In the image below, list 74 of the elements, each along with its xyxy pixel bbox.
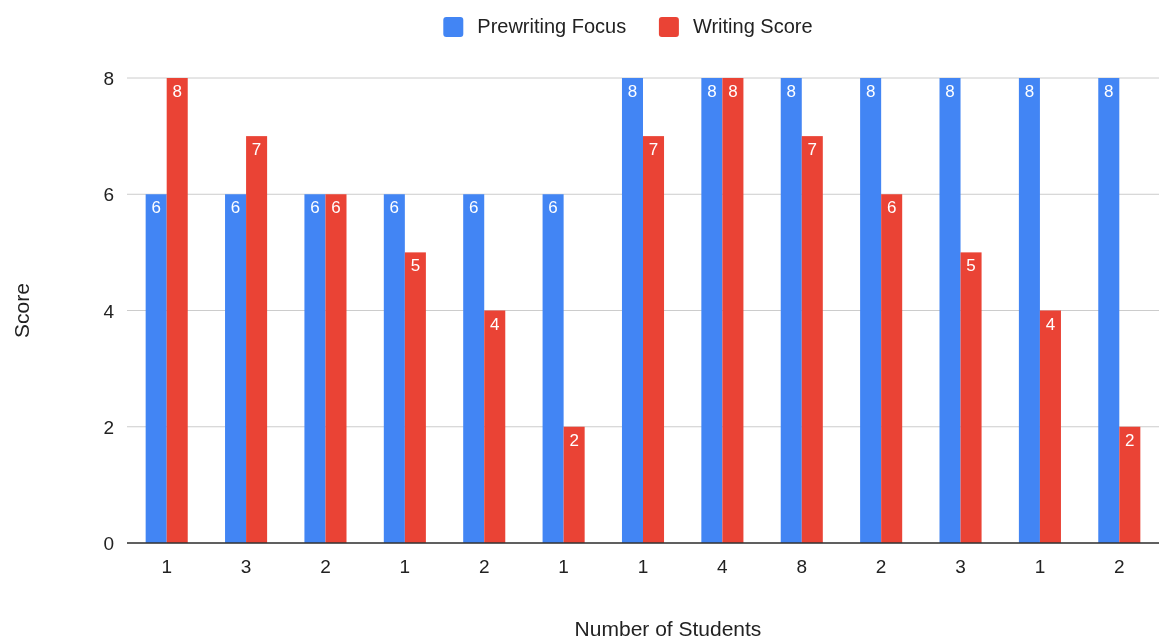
bar bbox=[246, 136, 268, 543]
bar bbox=[304, 194, 326, 543]
data-label: 8 bbox=[1104, 82, 1114, 101]
bar bbox=[1018, 78, 1040, 543]
bar bbox=[484, 310, 506, 543]
x-tick-label: 4 bbox=[717, 556, 729, 577]
bar bbox=[860, 78, 882, 543]
bar bbox=[145, 194, 167, 543]
x-tick-label: 8 bbox=[796, 556, 808, 577]
bar bbox=[1039, 310, 1061, 543]
y-axis-title: Score bbox=[10, 283, 33, 338]
data-label: 2 bbox=[569, 430, 579, 450]
y-tick-label: 4 bbox=[103, 300, 115, 322]
data-label: 6 bbox=[230, 198, 241, 218]
x-tick-label: 1 bbox=[399, 556, 411, 577]
data-label: 8 bbox=[1024, 82, 1035, 101]
data-label: 6 bbox=[310, 198, 320, 218]
x-tick-label: 2 bbox=[1114, 556, 1125, 577]
x-tick-label: 3 bbox=[240, 556, 252, 577]
data-label: 5 bbox=[410, 256, 421, 276]
bar bbox=[325, 194, 347, 543]
bar bbox=[960, 252, 982, 543]
bar bbox=[621, 78, 643, 543]
data-label: 6 bbox=[886, 198, 897, 218]
bar bbox=[383, 194, 405, 543]
bar bbox=[404, 252, 426, 543]
data-label: 2 bbox=[1125, 430, 1135, 450]
data-label: 6 bbox=[548, 198, 558, 218]
bar bbox=[1119, 426, 1141, 543]
x-tick-label: 3 bbox=[955, 556, 966, 577]
data-label: 6 bbox=[151, 198, 161, 218]
bar bbox=[701, 78, 723, 543]
bar bbox=[881, 194, 903, 543]
y-tick-label: 2 bbox=[103, 416, 114, 438]
bar bbox=[939, 78, 961, 543]
data-label: 8 bbox=[865, 82, 876, 101]
bar bbox=[643, 136, 665, 543]
bar bbox=[722, 78, 744, 543]
data-label: 7 bbox=[251, 140, 262, 160]
x-tick-label: 1 bbox=[161, 556, 172, 577]
legend-label: Writing Score bbox=[692, 15, 813, 37]
data-label: 4 bbox=[490, 314, 500, 334]
data-label: 8 bbox=[707, 82, 717, 101]
data-label: 8 bbox=[728, 82, 738, 101]
data-label: 8 bbox=[945, 82, 955, 101]
data-label: 7 bbox=[807, 140, 818, 160]
y-tick-label: 6 bbox=[103, 184, 114, 206]
x-tick-label: 1 bbox=[558, 556, 569, 577]
data-label: 6 bbox=[389, 198, 400, 218]
bar bbox=[463, 194, 485, 543]
x-axis-title: Number of Students bbox=[574, 617, 762, 639]
data-label: 6 bbox=[331, 198, 341, 218]
data-label: 8 bbox=[172, 82, 182, 101]
x-tick-label: 2 bbox=[320, 556, 331, 577]
x-tick-label: 2 bbox=[875, 556, 887, 577]
bar bbox=[780, 78, 802, 543]
x-tick-label: 2 bbox=[478, 556, 490, 577]
bar bbox=[166, 78, 188, 543]
y-tick-label: 8 bbox=[103, 68, 114, 89]
bar bbox=[1098, 78, 1120, 543]
data-label: 5 bbox=[966, 256, 976, 276]
bar bbox=[542, 194, 564, 543]
bar bbox=[225, 194, 247, 543]
x-tick-label: 1 bbox=[637, 556, 649, 577]
data-label: 7 bbox=[648, 140, 659, 160]
data-label: 6 bbox=[468, 198, 479, 218]
legend-label: Prewriting Focus bbox=[477, 15, 627, 37]
bar bbox=[801, 136, 823, 543]
y-tick-label: 0 bbox=[103, 533, 114, 554]
bar bbox=[563, 426, 585, 543]
data-label: 8 bbox=[627, 82, 638, 101]
data-label: 8 bbox=[786, 82, 796, 101]
data-label: 4 bbox=[1045, 314, 1056, 334]
x-tick-label: 1 bbox=[1034, 556, 1046, 577]
